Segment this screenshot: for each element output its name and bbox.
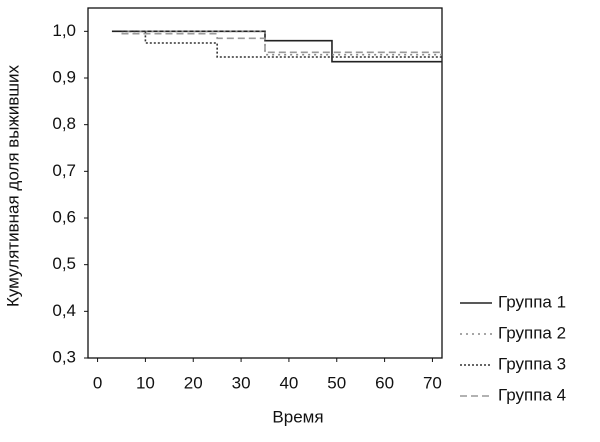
x-tick-label: 50	[327, 373, 346, 392]
x-tick-label: 10	[136, 373, 155, 392]
y-tick-label: 0,7	[52, 161, 76, 180]
survival-line	[121, 30, 442, 56]
legend-label: Группа 3	[498, 354, 566, 373]
y-tick-label: 0,6	[52, 207, 76, 226]
x-axis-label: Время	[272, 407, 323, 426]
plot-frame	[87, 7, 443, 359]
y-tick-label: 0,5	[52, 254, 76, 273]
x-tick-label: 70	[423, 373, 442, 392]
survival-line	[111, 30, 442, 63]
y-tick-label: 1,0	[52, 21, 76, 40]
x-tick-label: 60	[375, 373, 394, 392]
x-tick-label: 40	[279, 373, 298, 392]
legend-label: Группа 4	[498, 385, 566, 404]
legend-label: Группа 1	[498, 292, 566, 311]
y-axis-label: Кумулятивная доля выживших	[3, 64, 22, 307]
legend-label: Группа 2	[498, 323, 566, 342]
x-tick-label: 20	[184, 373, 203, 392]
y-tick-label: 0,9	[52, 67, 76, 86]
x-tick-label: 30	[232, 373, 251, 392]
y-tick-label: 0,4	[52, 301, 76, 320]
survival-line	[121, 32, 442, 54]
y-tick-label: 0,3	[52, 347, 76, 366]
survival-line	[121, 30, 442, 58]
y-tick-label: 0,8	[52, 114, 76, 133]
x-tick-label: 0	[93, 373, 102, 392]
